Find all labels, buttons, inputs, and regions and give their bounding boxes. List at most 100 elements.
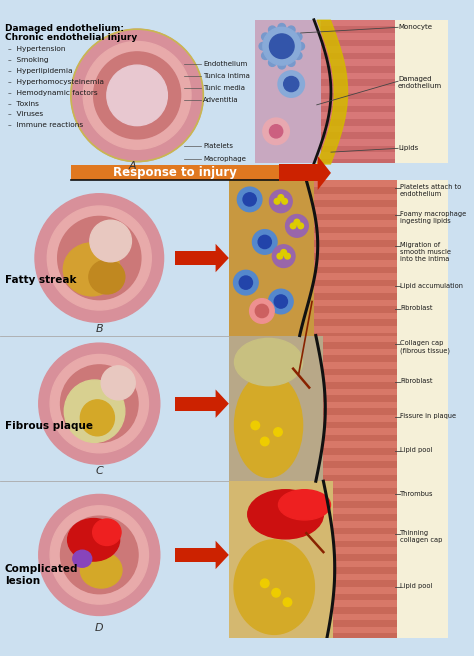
Text: Thrombus: Thrombus bbox=[400, 491, 434, 497]
Circle shape bbox=[274, 295, 287, 308]
Text: Fibrous plaque: Fibrous plaque bbox=[5, 420, 93, 431]
Bar bbox=[333, 495, 397, 501]
Bar bbox=[323, 336, 397, 482]
Text: Platelets attach to
endothelium: Platelets attach to endothelium bbox=[400, 184, 461, 197]
Ellipse shape bbox=[248, 489, 323, 539]
Circle shape bbox=[83, 41, 191, 150]
Bar bbox=[333, 574, 397, 581]
Bar bbox=[323, 401, 397, 409]
Text: –  Immune reactions: – Immune reactions bbox=[8, 122, 82, 129]
Text: Damaged
endothelium: Damaged endothelium bbox=[398, 77, 442, 89]
Circle shape bbox=[294, 52, 302, 60]
Text: Lipid accumulation: Lipid accumulation bbox=[400, 283, 463, 289]
Bar bbox=[314, 180, 397, 336]
Text: –  Toxins: – Toxins bbox=[8, 100, 38, 106]
Bar bbox=[314, 313, 397, 319]
Bar bbox=[314, 273, 397, 279]
Bar bbox=[323, 455, 397, 461]
Circle shape bbox=[278, 71, 304, 97]
Circle shape bbox=[243, 193, 256, 206]
Bar bbox=[314, 234, 397, 240]
Bar bbox=[333, 482, 397, 638]
Circle shape bbox=[277, 253, 283, 259]
Bar bbox=[321, 99, 395, 106]
Bar bbox=[323, 415, 397, 422]
Text: Lipid pool: Lipid pool bbox=[400, 447, 432, 453]
Bar bbox=[321, 152, 395, 159]
Circle shape bbox=[71, 30, 203, 161]
Bar bbox=[229, 336, 397, 482]
Circle shape bbox=[61, 365, 138, 442]
Bar bbox=[229, 180, 397, 336]
Text: Tunic media: Tunic media bbox=[203, 85, 246, 91]
Text: Macrophage: Macrophage bbox=[203, 155, 246, 162]
Circle shape bbox=[255, 304, 269, 318]
Circle shape bbox=[274, 199, 280, 204]
Polygon shape bbox=[318, 156, 331, 190]
Circle shape bbox=[290, 223, 296, 229]
Bar bbox=[321, 112, 395, 119]
Bar bbox=[314, 300, 397, 306]
Bar bbox=[314, 207, 397, 214]
Circle shape bbox=[272, 588, 280, 597]
Bar bbox=[333, 547, 397, 554]
Bar bbox=[323, 349, 397, 356]
Text: Response to injury: Response to injury bbox=[113, 167, 237, 180]
Circle shape bbox=[270, 190, 292, 213]
Circle shape bbox=[278, 62, 285, 69]
Ellipse shape bbox=[234, 540, 314, 634]
Circle shape bbox=[294, 219, 300, 225]
Circle shape bbox=[273, 245, 295, 268]
Text: Collagen cap
(fibrous tissue): Collagen cap (fibrous tissue) bbox=[400, 340, 450, 354]
Bar bbox=[321, 46, 395, 53]
Text: Fibroblast: Fibroblast bbox=[400, 305, 432, 312]
Circle shape bbox=[278, 24, 285, 31]
Circle shape bbox=[287, 59, 295, 66]
Text: Endothelium: Endothelium bbox=[203, 61, 247, 67]
Circle shape bbox=[234, 270, 258, 295]
Circle shape bbox=[269, 59, 276, 66]
Bar bbox=[229, 482, 397, 638]
Text: Migration of
smooth muscle
into the intima: Migration of smooth muscle into the inti… bbox=[400, 242, 451, 262]
Text: Tunica intima: Tunica intima bbox=[203, 73, 250, 79]
Circle shape bbox=[93, 52, 181, 139]
Text: –  Viruses: – Viruses bbox=[8, 112, 43, 117]
Text: Foamy macrophage
ingesting lipids: Foamy macrophage ingesting lipids bbox=[400, 211, 466, 224]
Text: –  Smoking: – Smoking bbox=[8, 57, 48, 63]
Bar bbox=[321, 20, 395, 26]
Circle shape bbox=[250, 298, 274, 323]
Text: Platelets: Platelets bbox=[203, 142, 233, 148]
Circle shape bbox=[274, 428, 282, 436]
Bar bbox=[397, 482, 448, 638]
Bar bbox=[321, 20, 395, 163]
Bar bbox=[279, 165, 318, 182]
Bar bbox=[314, 247, 397, 253]
Circle shape bbox=[237, 187, 262, 212]
Circle shape bbox=[58, 216, 141, 300]
Text: Fissure in plaque: Fissure in plaque bbox=[400, 413, 456, 419]
Bar bbox=[333, 587, 397, 594]
Text: Lipids: Lipids bbox=[398, 144, 419, 151]
Bar bbox=[321, 126, 395, 133]
Text: Thinning
collagen cap: Thinning collagen cap bbox=[400, 530, 442, 543]
Text: Complicated
lesion: Complicated lesion bbox=[5, 564, 78, 586]
Circle shape bbox=[35, 194, 164, 322]
Bar bbox=[333, 600, 397, 607]
Ellipse shape bbox=[73, 550, 92, 567]
Text: A: A bbox=[128, 161, 136, 171]
Bar bbox=[314, 194, 397, 200]
Ellipse shape bbox=[278, 489, 330, 520]
Bar bbox=[314, 287, 397, 293]
Text: –  Hyperlipidemia: – Hyperlipidemia bbox=[8, 68, 72, 74]
Circle shape bbox=[251, 421, 260, 430]
Bar bbox=[321, 60, 395, 66]
Circle shape bbox=[283, 77, 299, 92]
Circle shape bbox=[90, 220, 131, 262]
Circle shape bbox=[50, 506, 148, 604]
Ellipse shape bbox=[81, 552, 122, 588]
Bar bbox=[395, 20, 448, 163]
Circle shape bbox=[285, 215, 308, 237]
Circle shape bbox=[107, 65, 167, 126]
Circle shape bbox=[259, 43, 267, 50]
Circle shape bbox=[39, 343, 160, 464]
